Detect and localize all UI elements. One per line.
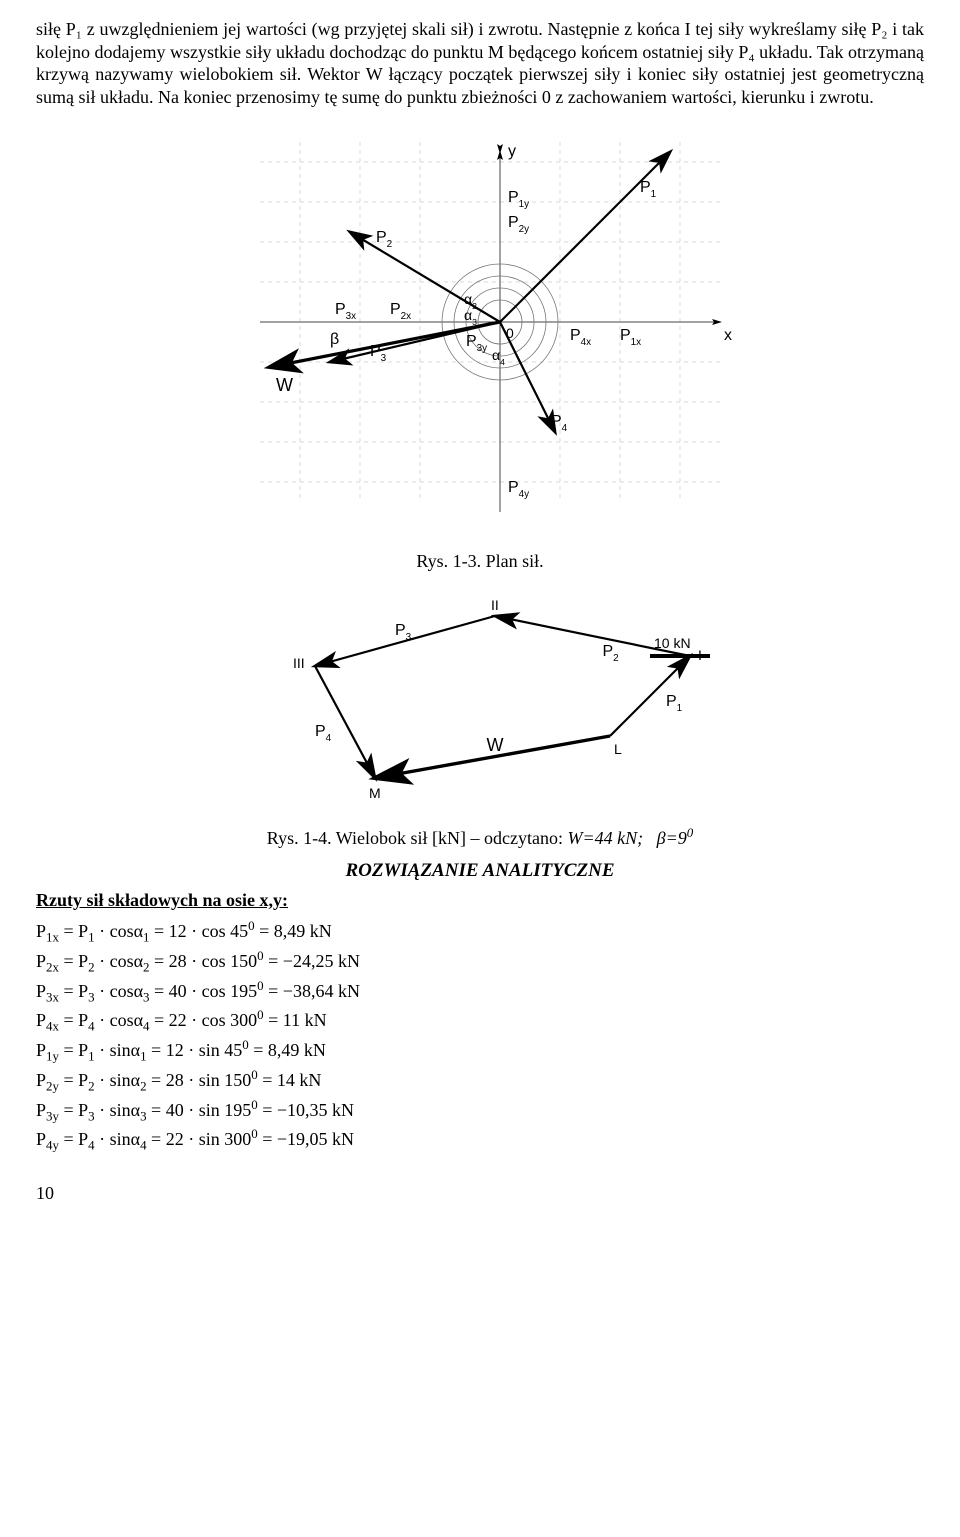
svg-text:y: y <box>508 143 516 160</box>
equation-line: P4y = P4 · sinα4 = 22 · sin 3000 = −19,0… <box>36 1126 924 1154</box>
figure-2-caption: Rys. 1-4. Wielobok sił [kN] – odczytano:… <box>36 825 924 849</box>
svg-text:P3x: P3x <box>335 301 356 322</box>
equation-line: P2x = P2 · cosα2 = 28 · cos 1500 = −24,2… <box>36 948 924 976</box>
svg-text:L: L <box>614 741 622 757</box>
svg-text:P1: P1 <box>640 179 657 200</box>
svg-text:P1: P1 <box>666 693 683 714</box>
svg-text:α4: α4 <box>492 347 505 367</box>
equation-line: P3y = P3 · sinα3 = 40 · sin 1950 = −10,3… <box>36 1097 924 1125</box>
svg-text:P4: P4 <box>315 723 332 744</box>
figure-1-svg: yx0P1P2P3P4WP4xP1xP2xP3xP1yP2yP3yP4yβα2α… <box>220 122 740 542</box>
equation-line: P3x = P3 · cosα3 = 40 · cos 1950 = −38,6… <box>36 978 924 1006</box>
equations-block: P1x = P1 · cosα1 = 12 · cos 450 = 8,49 k… <box>36 918 924 1154</box>
svg-text:W: W <box>487 735 504 755</box>
svg-text:W: W <box>276 375 293 395</box>
svg-text:P2: P2 <box>603 643 620 664</box>
caption2-prefix: Rys. 1-4. Wielobok sił [kN] – odczytano: <box>267 828 568 848</box>
section-title: ROZWIĄZANIE ANALITYCZNE <box>36 860 924 882</box>
svg-text:x: x <box>724 327 732 344</box>
svg-text:P1y: P1y <box>508 189 529 210</box>
page-number: 10 <box>36 1183 924 1204</box>
svg-text:P1x: P1x <box>620 327 641 348</box>
figure-2-svg: LIIIIIIMP1P2P3P4W10 kN <box>220 586 740 816</box>
caption2-W: W=44 kN; <box>567 828 643 848</box>
svg-text:M: M <box>369 785 381 801</box>
equation-line: P4x = P4 · cosα4 = 22 · cos 3000 = 11 kN <box>36 1007 924 1035</box>
svg-text:P2x: P2x <box>390 301 411 322</box>
svg-text:10 kN: 10 kN <box>654 635 691 651</box>
subheading: Rzuty sił składowych na osie x,y: <box>36 890 924 911</box>
svg-text:P2: P2 <box>376 229 393 250</box>
equation-line: P1y = P1 · sinα1 = 12 · sin 450 = 8,49 k… <box>36 1037 924 1065</box>
svg-text:III: III <box>293 655 305 671</box>
svg-text:P4x: P4x <box>570 327 591 348</box>
equation-line: P1x = P1 · cosα1 = 12 · cos 450 = 8,49 k… <box>36 918 924 946</box>
intro-paragraph: siłę P₁ z uwzględnieniem jej wartości (w… <box>36 18 924 108</box>
svg-text:P3: P3 <box>395 622 412 643</box>
caption2-beta: β=90 <box>657 828 694 848</box>
figure-1-caption: Rys. 1-3. Plan sił. <box>36 551 924 572</box>
equation-line: P2y = P2 · sinα2 = 28 · sin 1500 = 14 kN <box>36 1067 924 1095</box>
figure-1-container: yx0P1P2P3P4WP4xP1xP2xP3xP1yP2yP3yP4yβα2α… <box>36 122 924 547</box>
figure-2-container: LIIIIIIMP1P2P3P4W10 kN <box>36 586 924 821</box>
svg-text:β: β <box>330 331 339 348</box>
svg-text:P2y: P2y <box>508 214 529 235</box>
svg-text:II: II <box>491 597 499 613</box>
svg-text:P3y: P3y <box>466 333 487 354</box>
